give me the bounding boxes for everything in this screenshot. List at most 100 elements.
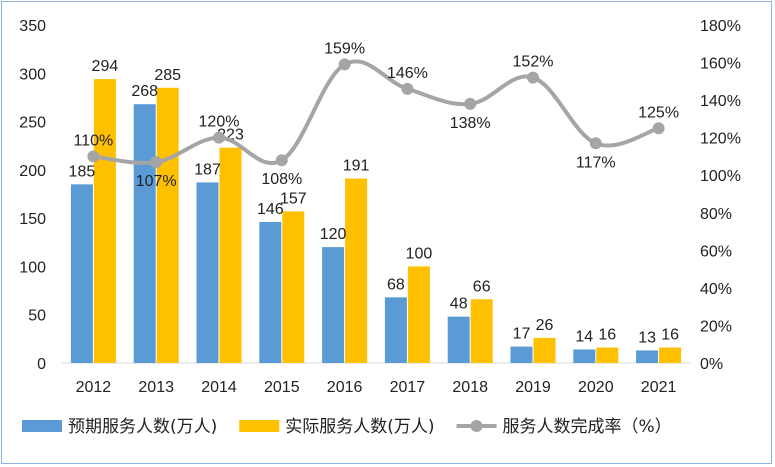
category-label: 2015 (264, 379, 300, 396)
bar-data-label: 26 (536, 317, 554, 334)
bar-data-label: 185 (69, 163, 96, 180)
completion-rate-label: 138% (450, 115, 491, 132)
bar-actual (407, 266, 430, 363)
bar-data-label: 285 (154, 67, 181, 84)
legend-swatch (239, 420, 280, 432)
category-label: 2013 (138, 379, 174, 396)
legend-swatch (22, 420, 62, 432)
right-tick-label: 0% (700, 356, 723, 373)
right-tick-label: 60% (700, 243, 732, 260)
right-tick-label: 20% (700, 318, 732, 335)
right-tick-label: 160% (700, 56, 741, 73)
completion-rate-point (150, 156, 163, 169)
category-labels: 2012 2013 2014 2015 2016 2017 2018 2019 2020 2021 (76, 379, 677, 396)
left-axis-ticks: 0 50 100 150 200 250 300 350 (19, 18, 46, 373)
left-tick-label: 300 (19, 66, 46, 83)
bar-data-label: 14 (575, 328, 593, 345)
completion-rate-label: 146% (387, 65, 428, 82)
bar-expected (447, 316, 470, 363)
completion-rate-point (213, 131, 225, 144)
bar-expected (322, 247, 345, 363)
right-tick-label: 120% (700, 131, 741, 148)
left-tick-label: 250 (19, 115, 46, 132)
bar-data-label: 16 (598, 327, 616, 344)
completion-rate-point (401, 82, 414, 95)
bar-data-label: 13 (638, 329, 656, 346)
bar-data-label: 48 (450, 296, 468, 313)
left-tick-label: 350 (19, 18, 46, 35)
bar-data-labels: 1852942682851872231461571201916810048661… (69, 58, 680, 346)
bar-expected (133, 104, 156, 363)
right-tick-label: 80% (700, 206, 732, 223)
completion-rate-point (652, 122, 665, 135)
bar-expected (196, 182, 219, 363)
category-label: 2019 (515, 379, 551, 396)
left-tick-label: 100 (19, 259, 46, 276)
category-label: 2018 (452, 379, 488, 396)
bar-expected (259, 222, 282, 363)
left-tick-label: 200 (19, 163, 46, 180)
completion-rate-point (589, 137, 602, 150)
completion-rate-point (527, 71, 539, 84)
bar-actual (470, 299, 493, 363)
bar-data-label: 191 (343, 158, 370, 175)
category-label: 2012 (76, 379, 112, 396)
bar-data-label: 16 (661, 327, 679, 344)
bar-expected (573, 349, 596, 363)
category-label: 2014 (201, 379, 237, 396)
right-tick-label: 40% (700, 281, 732, 298)
legend-label: 服务人数完成率（%） (503, 417, 672, 437)
bar-actual (219, 147, 242, 363)
bar-expected (510, 346, 533, 363)
left-tick-label: 150 (19, 211, 46, 228)
bar-data-label: 157 (280, 190, 307, 207)
bar-actual (533, 337, 556, 363)
line-series (87, 58, 665, 169)
bar-data-label: 120 (320, 226, 347, 243)
bar-expected (70, 184, 93, 363)
completion-rate-label: 120% (199, 114, 240, 131)
category-label: 2017 (390, 379, 426, 396)
right-tick-label: 140% (700, 93, 741, 110)
bar-data-label: 268 (131, 83, 158, 100)
bar-actual (156, 87, 179, 364)
category-label: 2016 (327, 379, 363, 396)
line-data-labels: 110% 107% 120% 108% 159% 146% 138% 152% 117% 125% (74, 40, 680, 190)
bar-actual (282, 211, 305, 363)
completion-rate-line (93, 59, 660, 165)
bar-actual (659, 347, 682, 363)
completion-rate-point (87, 150, 100, 163)
bar-series (70, 79, 682, 364)
completion-rate-label: 125% (638, 104, 679, 121)
bar-actual (345, 178, 368, 363)
completion-rate-label: 152% (513, 54, 554, 71)
bar-data-label: 146 (257, 201, 284, 218)
completion-rate-label: 107% (136, 173, 177, 190)
completion-rate-point (275, 154, 288, 167)
category-label: 2020 (578, 379, 614, 396)
legend-label: 预期服务人数(万人) (68, 417, 217, 437)
bar-data-label: 100 (406, 245, 433, 262)
right-tick-label: 100% (700, 168, 741, 185)
legend: 预期服务人数(万人) 实际服务人数(万人) 服务人数完成率（%） (22, 417, 672, 437)
left-tick-label: 50 (28, 308, 46, 325)
completion-rate-label: 110% (74, 132, 114, 149)
legend-label: 实际服务人数(万人) (285, 417, 434, 437)
bar-data-label: 66 (473, 278, 491, 295)
left-tick-label: 0 (37, 356, 46, 373)
bar-data-label: 17 (513, 326, 531, 343)
right-tick-label: 180% (700, 18, 741, 35)
bar-actual (93, 79, 116, 363)
completion-rate-label: 108% (261, 171, 302, 188)
completion-rate-point (338, 58, 351, 71)
bar-data-label: 68 (387, 276, 405, 293)
bar-expected (384, 297, 407, 363)
completion-rate-point (464, 97, 477, 110)
completion-rate-label: 117% (576, 154, 616, 171)
bar-expected (636, 350, 659, 363)
bar-data-label: 187 (194, 161, 221, 178)
bar-actual (596, 347, 619, 363)
right-axis-ticks: 0% 20% 40% 60% 80% 100% 120% 140% 160% 180% (700, 18, 741, 373)
legend-swatch-marker (470, 420, 483, 432)
